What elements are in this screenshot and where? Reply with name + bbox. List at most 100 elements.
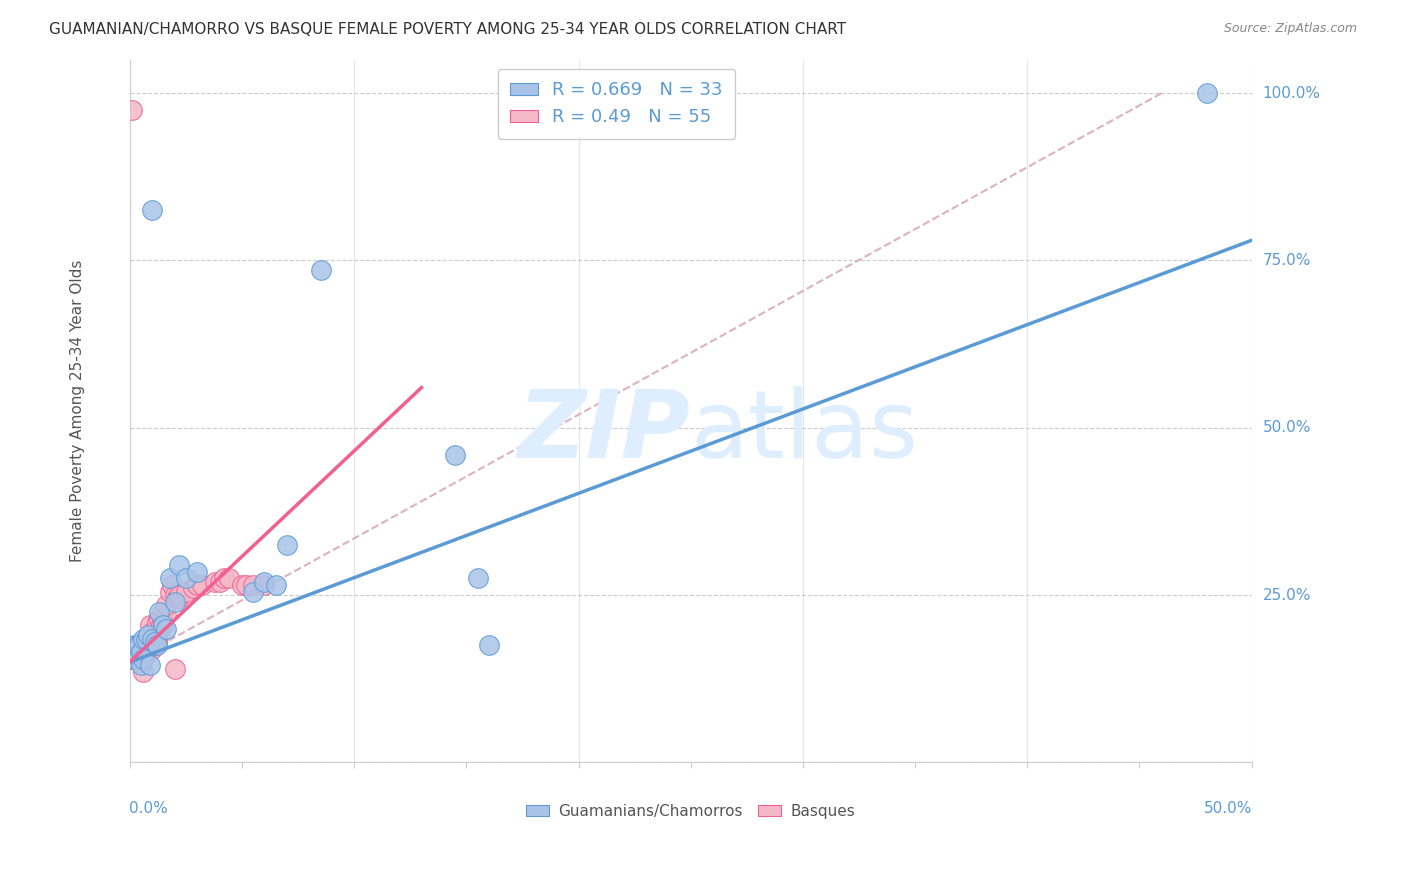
Legend: Guamanians/Chamorros, Basques: Guamanians/Chamorros, Basques (520, 797, 860, 825)
Point (174, 571, 197, 585)
Point (159, 571, 181, 585)
Point (148, 611, 170, 625)
Point (145, 635, 167, 649)
Point (264, 578, 287, 592)
Point (235, 578, 257, 592)
Point (174, 584, 197, 599)
Text: 50.0%: 50.0% (1205, 801, 1253, 816)
Point (132, 651, 155, 665)
Point (124, 645, 146, 659)
Point (124, 651, 146, 665)
Point (143, 638, 166, 652)
Point (155, 608, 177, 623)
Point (162, 578, 184, 592)
Point (125, 651, 148, 665)
Point (128, 651, 150, 665)
Text: 75.0%: 75.0% (1263, 253, 1310, 268)
Point (125, 638, 148, 652)
Point (167, 591, 190, 606)
Point (141, 624, 163, 639)
Point (218, 571, 240, 585)
Point (148, 624, 170, 639)
Point (152, 618, 174, 632)
Point (145, 632, 167, 646)
Point (152, 605, 174, 619)
Point (467, 571, 489, 585)
Point (135, 645, 157, 659)
Point (139, 618, 162, 632)
Point (253, 574, 276, 589)
Point (152, 615, 174, 629)
Point (478, 638, 501, 652)
Point (128, 638, 150, 652)
Text: 50.0%: 50.0% (1263, 420, 1310, 435)
Point (145, 615, 167, 629)
Text: 100.0%: 100.0% (1263, 86, 1320, 101)
Point (136, 638, 159, 652)
Point (231, 578, 253, 592)
Point (121, 651, 143, 665)
Point (121, 103, 143, 117)
Point (163, 662, 186, 676)
Point (309, 263, 332, 277)
Point (155, 622, 177, 636)
Point (145, 638, 167, 652)
Point (139, 658, 162, 673)
Point (141, 638, 163, 652)
Point (129, 648, 152, 663)
Point (1195, 86, 1218, 100)
Point (129, 645, 152, 659)
Point (141, 632, 163, 646)
Point (132, 632, 155, 646)
Point (208, 574, 231, 589)
Y-axis label: Female Poverty Among 25-34 Year Olds: Female Poverty Among 25-34 Year Olds (70, 260, 84, 562)
Point (129, 658, 152, 673)
Point (124, 651, 146, 665)
Point (181, 582, 204, 596)
Point (148, 605, 170, 619)
Point (139, 628, 162, 642)
Point (276, 538, 298, 552)
Point (242, 584, 264, 599)
Point (136, 641, 159, 656)
Point (212, 571, 235, 585)
Point (242, 578, 264, 592)
Point (444, 448, 467, 462)
Point (253, 578, 276, 592)
Point (125, 645, 148, 659)
Point (186, 578, 208, 592)
Point (128, 645, 150, 659)
Text: Source: ZipAtlas.com: Source: ZipAtlas.com (1223, 22, 1357, 36)
Text: atlas: atlas (690, 386, 920, 478)
Point (135, 632, 157, 646)
Point (132, 665, 155, 679)
Point (150, 618, 173, 632)
Point (135, 638, 157, 652)
Point (124, 651, 146, 665)
Point (121, 645, 143, 659)
Point (167, 588, 190, 602)
Text: ZIP: ZIP (517, 386, 690, 478)
Point (135, 648, 157, 663)
Point (190, 578, 212, 592)
Point (143, 635, 166, 649)
Point (167, 558, 190, 572)
Point (141, 641, 163, 656)
Point (155, 598, 177, 612)
Point (132, 641, 155, 656)
Point (132, 645, 155, 659)
Point (129, 655, 152, 669)
Point (163, 595, 186, 609)
Point (163, 588, 186, 602)
Text: 25.0%: 25.0% (1263, 588, 1310, 603)
Point (186, 565, 208, 579)
Point (166, 591, 188, 606)
Point (204, 574, 226, 589)
Point (136, 632, 159, 646)
Text: 0.0%: 0.0% (129, 801, 167, 816)
Text: GUAMANIAN/CHAMORRO VS BASQUE FEMALE POVERTY AMONG 25-34 YEAR OLDS CORRELATION CH: GUAMANIAN/CHAMORRO VS BASQUE FEMALE POVE… (49, 22, 846, 37)
Point (136, 628, 159, 642)
Point (141, 203, 163, 218)
Point (124, 638, 146, 652)
Point (159, 584, 181, 599)
